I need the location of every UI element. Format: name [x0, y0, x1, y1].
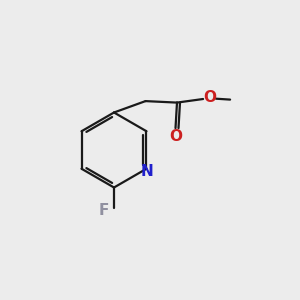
Text: F: F	[98, 203, 109, 218]
Text: O: O	[203, 90, 217, 105]
Text: N: N	[141, 164, 154, 179]
Text: O: O	[169, 129, 183, 144]
